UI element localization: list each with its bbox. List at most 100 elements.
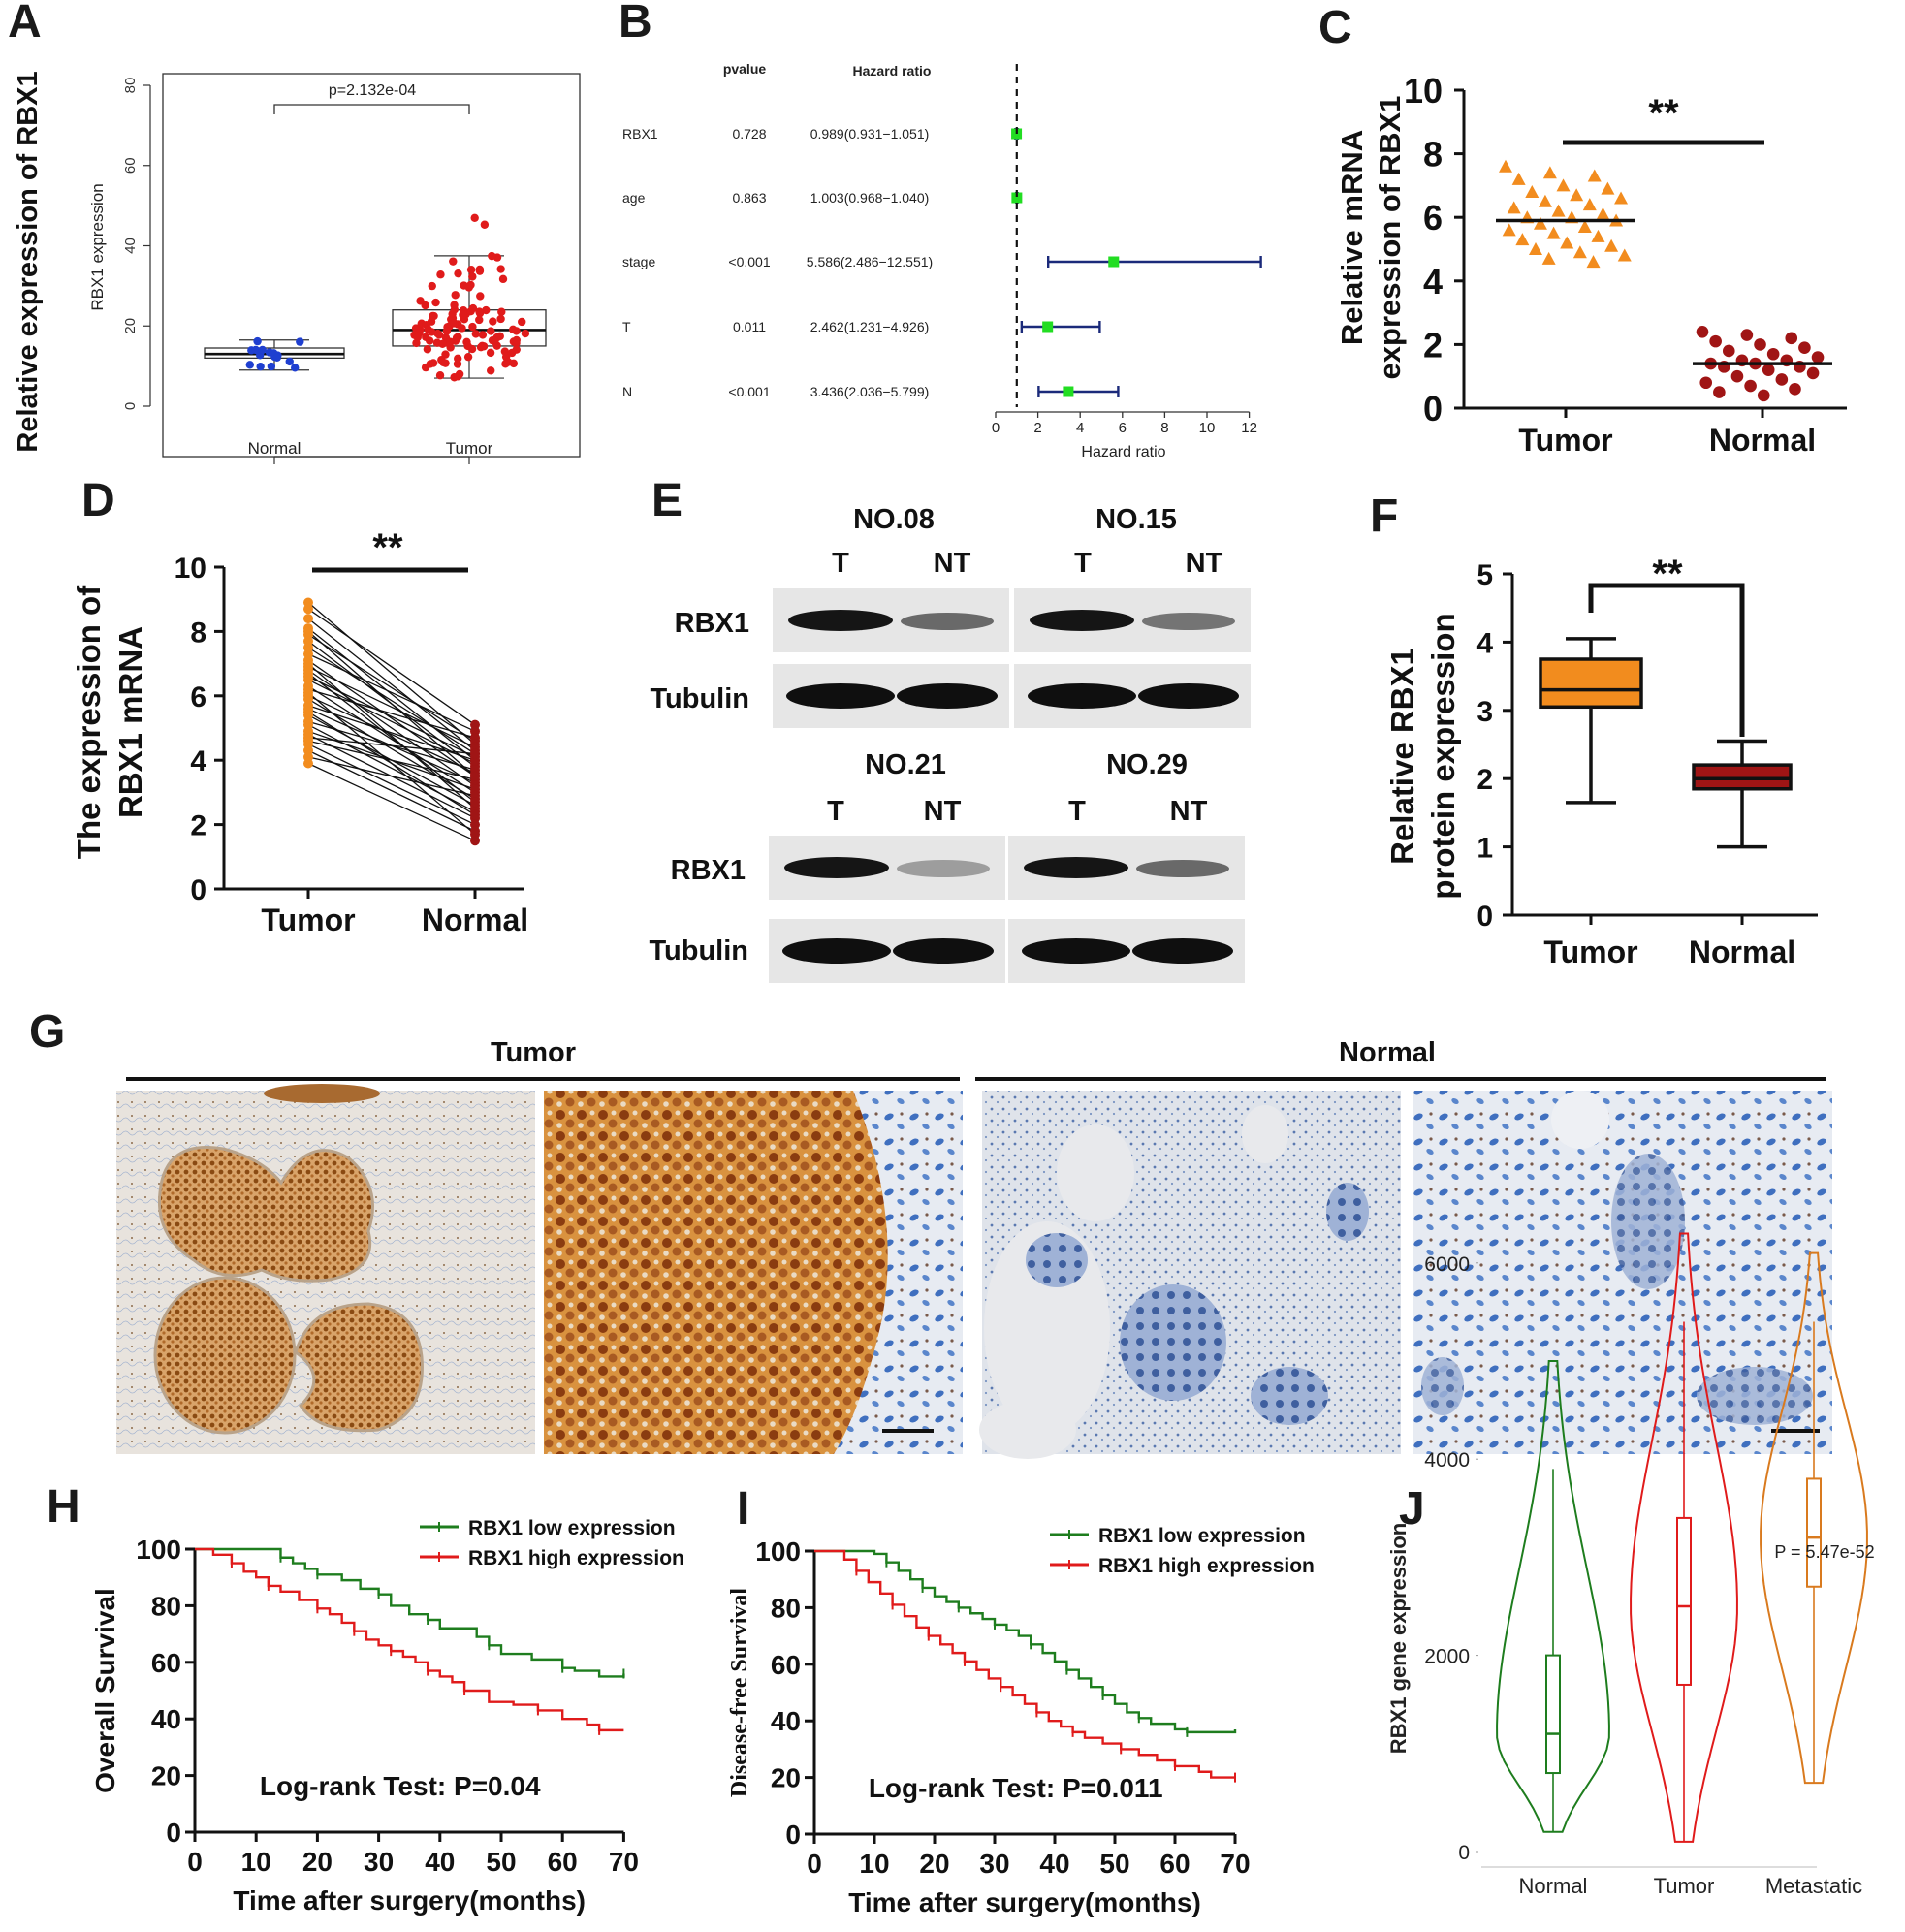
gland (1026, 1233, 1088, 1287)
x-tick-label: 10 (859, 1849, 889, 1879)
y-tick-label: 20 (771, 1763, 801, 1793)
sample-title: NO.15 (1095, 504, 1177, 535)
panel-a: 0 20 40 60 80 RBX1 expression Relative express… (13, 71, 581, 464)
data-point (463, 341, 472, 351)
data-point (475, 315, 484, 325)
row-pvalue: 0.011 (733, 319, 766, 334)
data-point (480, 220, 490, 229)
blot-band (1030, 610, 1134, 631)
blot-band (1022, 938, 1130, 964)
pair-line (307, 630, 476, 777)
x-tick-label: 20 (302, 1847, 333, 1877)
x-tick-label: 60 (1159, 1849, 1190, 1879)
data-point-tumor (303, 732, 313, 743)
y-tick-label: 4 (1423, 262, 1443, 301)
data-point (470, 213, 479, 223)
pair-line (307, 627, 476, 761)
data-point (423, 345, 432, 354)
data-point (1546, 226, 1561, 239)
data-point (1757, 389, 1770, 402)
outer-y-label: Relative expression of RBX1 (13, 71, 44, 452)
data-point-normal (470, 732, 480, 743)
panel-letter-c: C (1318, 2, 1352, 53)
lane-label: T (1074, 548, 1092, 579)
point-estimate (1042, 321, 1054, 333)
pair-line (307, 679, 476, 765)
row-hazard-ratio: 1.003(0.968−1.040) (810, 190, 930, 206)
data-point (1591, 229, 1605, 242)
data-point (446, 337, 455, 346)
data-point (1511, 172, 1526, 185)
data-point-normal (470, 829, 480, 839)
ihc-image (979, 1091, 1401, 1459)
x-tick-label: Tumor (446, 439, 493, 458)
row-pvalue: 0.863 (732, 190, 766, 206)
data-point (1730, 369, 1744, 383)
y-tick-label: 80 (122, 78, 139, 94)
blot-band (1136, 860, 1229, 877)
row-hazard-ratio: 2.462(1.231−4.926) (810, 319, 930, 334)
y-tick-label: 2000 (1424, 1646, 1470, 1668)
x-axis-label: Time after surgery(months) (233, 1885, 586, 1916)
x-tick-label: 2 (1033, 420, 1041, 436)
pair-line (307, 737, 476, 755)
y-tick-label: 8 (190, 617, 206, 649)
data-point (296, 337, 304, 346)
data-point (1538, 194, 1552, 207)
data-point (451, 291, 460, 300)
y-tick-label: 40 (122, 238, 139, 254)
data-point (291, 364, 300, 372)
blot-band (893, 938, 994, 964)
data-point (1744, 379, 1757, 393)
ihc-image (116, 1084, 535, 1454)
data-point (285, 357, 294, 366)
gland (1326, 1183, 1369, 1241)
row-label: Tubulin (650, 683, 749, 714)
legend-label: RBX1 high expression (468, 1547, 684, 1569)
column-header: pvalue (723, 61, 767, 77)
y-axis-label: expression of RBX1 (1373, 96, 1407, 380)
tumor-nest (153, 1276, 297, 1435)
significance-stars: ** (1648, 92, 1679, 135)
blot-band (1132, 938, 1233, 964)
pair-line (307, 711, 476, 816)
x-tick-label: 60 (548, 1847, 578, 1877)
data-point (500, 347, 510, 356)
data-point-tumor (303, 626, 313, 637)
x-axis-label: Time after surgery(months) (848, 1887, 1201, 1917)
data-point (491, 336, 499, 346)
data-point (435, 371, 445, 380)
panel-g: Tumor Normal (116, 1037, 1832, 1459)
panel-letter-g: G (29, 1006, 65, 1058)
data-point (471, 330, 481, 338)
y-tick-label: 0 (122, 402, 139, 410)
data-point (475, 307, 484, 316)
point-estimate (1063, 386, 1074, 397)
data-point (496, 265, 505, 273)
data-point (267, 362, 276, 371)
x-tick-label: 0 (992, 420, 1000, 436)
y-tick-label: 1 (1476, 833, 1493, 865)
x-tick-label: 70 (1220, 1849, 1250, 1879)
pair-line (307, 618, 476, 751)
y-tick-label: 0 (1423, 389, 1443, 428)
data-point (501, 360, 510, 368)
row-pvalue: <0.001 (728, 254, 770, 269)
data-point-tumor (303, 614, 313, 624)
data-point-normal (470, 809, 480, 820)
lane-label: T (827, 796, 844, 827)
y-tick-label: 0 (1458, 1842, 1470, 1864)
significance-bracket (273, 104, 470, 114)
y-tick-label: 100 (136, 1535, 181, 1565)
y-axis-label: Disease-free Survival (727, 1588, 752, 1798)
point-estimate (1108, 256, 1120, 268)
data-point (245, 361, 255, 369)
adipose (1057, 1124, 1134, 1221)
data-point (441, 359, 450, 367)
data-point (1586, 255, 1601, 269)
lane-label: T (1068, 796, 1086, 827)
sample-title: NO.29 (1106, 749, 1188, 780)
y-tick-label: 2 (1476, 764, 1493, 796)
